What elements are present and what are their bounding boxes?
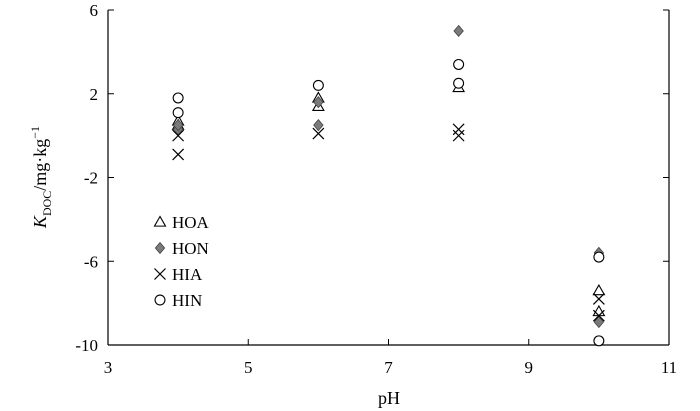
legend-marker-hin bbox=[154, 294, 166, 306]
y-tick-label: -6 bbox=[84, 252, 98, 271]
y-tick-label: 6 bbox=[90, 1, 99, 20]
y-axis-title-main: K bbox=[30, 215, 50, 229]
point-hoa bbox=[592, 283, 606, 296]
series-hin bbox=[172, 58, 605, 347]
point-hin bbox=[172, 107, 184, 119]
point-hia-stroke bbox=[172, 129, 185, 142]
legend-label-hon: HON bbox=[172, 239, 209, 258]
legend-label-hoa: HOA bbox=[172, 213, 210, 232]
y-tick-label: -2 bbox=[84, 169, 98, 188]
legend-label-hia: HIA bbox=[172, 265, 203, 284]
point-hon bbox=[593, 315, 605, 329]
point-hoa bbox=[592, 304, 606, 317]
series-hoa bbox=[171, 80, 606, 317]
point-hia-stroke bbox=[452, 123, 465, 136]
point-hon bbox=[172, 119, 184, 132]
point-hin bbox=[593, 251, 605, 263]
ticks: 3 5 7 9 11 -10 -6 -2 2 6 bbox=[75, 1, 677, 377]
point-hin bbox=[172, 92, 184, 104]
point-hin bbox=[453, 58, 465, 70]
legend-marker-hia-stroke bbox=[154, 268, 166, 280]
legend-item-hon: HON bbox=[154, 239, 209, 258]
y-axis-title: KDOC/mg·kg−1 bbox=[28, 126, 54, 229]
y-tick-label: 2 bbox=[90, 85, 99, 104]
legend-label-hin: HIN bbox=[172, 291, 202, 310]
legend-marker-hoa bbox=[153, 215, 167, 227]
legend: HOA HON HIA HIN bbox=[153, 213, 210, 310]
series-hia bbox=[172, 123, 605, 322]
legend-item-hoa: HOA bbox=[153, 213, 210, 232]
point-hia bbox=[452, 123, 465, 136]
legend-marker-hia bbox=[154, 268, 166, 280]
y-axis-title-superscript: −1 bbox=[28, 126, 42, 139]
point-hin bbox=[312, 79, 324, 91]
point-hia bbox=[452, 129, 465, 142]
point-hia bbox=[172, 148, 185, 161]
y-axis-title-unit: /mg·kg bbox=[30, 139, 50, 191]
point-hon bbox=[313, 119, 324, 132]
point-hon bbox=[453, 24, 464, 38]
data-points bbox=[171, 24, 606, 347]
point-hia bbox=[172, 129, 185, 142]
point-hin bbox=[453, 77, 465, 89]
series-hon bbox=[172, 24, 605, 329]
legend-marker-hon bbox=[154, 241, 166, 255]
point-hia bbox=[592, 309, 605, 322]
y-tick-label: -10 bbox=[75, 336, 98, 355]
legend-item-hin: HIN bbox=[154, 291, 202, 310]
x-tick-label: 5 bbox=[244, 358, 253, 377]
x-tick-label: 9 bbox=[525, 358, 534, 377]
point-hia-stroke bbox=[312, 127, 325, 140]
legend-item-hia: HIA bbox=[154, 265, 203, 284]
point-hia-stroke bbox=[592, 293, 605, 305]
point-hin bbox=[593, 335, 605, 347]
point-hon bbox=[313, 96, 324, 109]
point-hia bbox=[592, 293, 605, 305]
x-tick-label: 3 bbox=[104, 358, 113, 377]
y-axis-title-subscript: DOC bbox=[40, 191, 54, 216]
point-hia bbox=[312, 127, 325, 140]
x-tick-label: 11 bbox=[661, 358, 677, 377]
point-hia-stroke bbox=[172, 148, 185, 161]
x-tick-label: 7 bbox=[384, 358, 393, 377]
x-axis-title: pH bbox=[378, 388, 400, 408]
point-hia-stroke bbox=[592, 309, 605, 322]
point-hia-stroke bbox=[452, 129, 465, 142]
